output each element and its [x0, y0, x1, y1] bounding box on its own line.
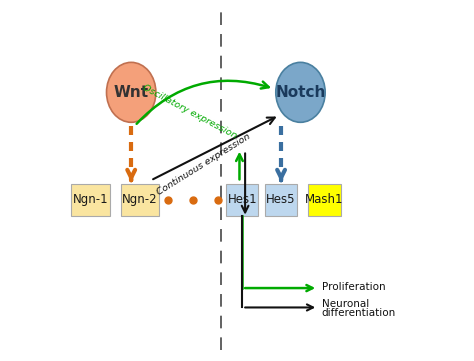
- Ellipse shape: [276, 62, 325, 122]
- FancyBboxPatch shape: [120, 184, 159, 216]
- FancyBboxPatch shape: [308, 184, 341, 216]
- Text: Hes5: Hes5: [266, 193, 296, 206]
- Text: Hes1: Hes1: [228, 193, 257, 206]
- Ellipse shape: [107, 62, 156, 122]
- Text: Ngn-1: Ngn-1: [73, 193, 109, 206]
- FancyBboxPatch shape: [265, 184, 297, 216]
- Text: Proliferation: Proliferation: [322, 282, 385, 292]
- FancyBboxPatch shape: [71, 184, 110, 216]
- Text: Ngn-2: Ngn-2: [122, 193, 158, 206]
- Text: Neuronal: Neuronal: [322, 299, 369, 309]
- FancyBboxPatch shape: [227, 184, 258, 216]
- Text: differentiation: differentiation: [322, 308, 396, 318]
- Text: Oscillatory expression: Oscillatory expression: [141, 83, 238, 140]
- Text: Continuous expression: Continuous expression: [155, 132, 252, 197]
- Text: Notch: Notch: [275, 85, 326, 100]
- Text: Mash1: Mash1: [305, 193, 344, 206]
- Text: Wnt: Wnt: [114, 85, 149, 100]
